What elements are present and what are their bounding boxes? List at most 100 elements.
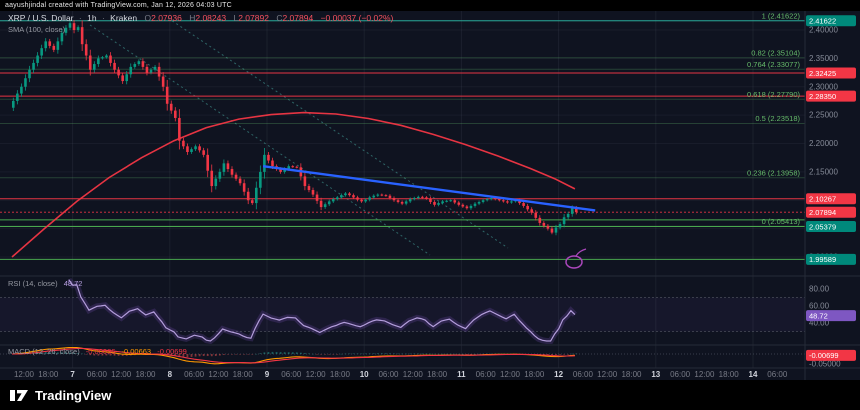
close-label: C — [276, 13, 283, 23]
time-tick-label: 8 — [168, 370, 173, 379]
rsi-tick-label: 60.00 — [809, 302, 830, 311]
interval-label[interactable]: 1h — [87, 13, 97, 23]
macd-signal-value: -0.00699 — [157, 347, 187, 356]
close-value: 2.07894 — [282, 13, 314, 23]
svg-text:2.28350: 2.28350 — [809, 92, 836, 101]
separator: · — [101, 13, 105, 23]
time-tick-label: 18:00 — [524, 370, 545, 379]
svg-text:2.32425: 2.32425 — [809, 69, 836, 78]
time-tick-label: 06:00 — [378, 370, 399, 379]
high-value: 2.08243 — [195, 13, 227, 23]
fib-level-label: 0.236 (2.13958) — [747, 168, 800, 177]
macd-line-value: -0.00663 — [121, 347, 152, 356]
price-axis-badge: 2.41622 — [806, 15, 856, 27]
separator: · — [78, 13, 82, 23]
price-tick-label: 2.25000 — [809, 111, 838, 120]
time-tick-label: 12 — [554, 370, 563, 379]
dotted-trend-guide[interactable] — [167, 17, 509, 249]
tradingview-logo-text: TradingView — [35, 388, 112, 403]
macd-indicator-label[interactable]: MACD (12, 26, close) — [8, 347, 80, 356]
time-tick-label: 06:00 — [281, 370, 302, 379]
exchange-label[interactable]: Kraken — [110, 13, 138, 23]
svg-text:2.41622: 2.41622 — [809, 17, 836, 26]
dotted-trend-guide[interactable] — [89, 24, 431, 256]
price-axis-badge: 1.99589 — [806, 253, 856, 265]
time-tick-label: 12:00 — [208, 370, 229, 379]
symbol-title[interactable]: XRP / U.S. Dollar — [8, 13, 74, 23]
low-label: L — [233, 13, 239, 23]
time-tick-label: 06:00 — [573, 370, 594, 379]
rsi-line[interactable] — [68, 279, 576, 342]
arrow-annotation[interactable] — [575, 248, 587, 257]
rsi-tick-label: 80.00 — [809, 285, 830, 294]
time-tick-label: 06:00 — [476, 370, 497, 379]
change-value: −0.00037 (−0.02%) — [320, 13, 394, 23]
price-axis-badge: 2.07894 — [806, 206, 856, 218]
grid — [0, 11, 805, 368]
price-tick-label: 2.35000 — [809, 54, 838, 63]
time-tick-label: 06:00 — [670, 370, 691, 379]
fib-level-label: 1 (2.41622) — [762, 11, 801, 20]
sma-100-line[interactable] — [11, 111, 576, 258]
price-axis-badge: 2.32425 — [806, 67, 856, 79]
svg-text:1.99589: 1.99589 — [809, 255, 836, 264]
macd-tick-label: -0.05000 — [809, 360, 841, 369]
time-tick-label: 18:00 — [135, 370, 156, 379]
tradingview-logo-icon — [10, 390, 28, 401]
attribution-bar: aayushjindal created with TradingView.co… — [0, 0, 860, 11]
macd-indicator-row: MACD (12, 26, close) -0.00036 -0.00663 -… — [8, 347, 187, 356]
time-tick-label: 13 — [651, 370, 660, 379]
time-tick-label: 12:00 — [306, 370, 327, 379]
rsi-tick-label: 40.00 — [809, 319, 830, 328]
time-tick-label: 12:00 — [14, 370, 35, 379]
ellipse-annotation[interactable] — [565, 255, 583, 269]
svg-text:2.05379: 2.05379 — [809, 222, 836, 231]
svg-text:48.72: 48.72 — [809, 311, 828, 320]
sma-indicator-label[interactable]: SMA (100, close) — [8, 25, 66, 34]
price-axis-badge: 48.72 — [806, 310, 856, 322]
time-tick-label: 12:00 — [500, 370, 521, 379]
macd-series[interactable] — [11, 346, 578, 365]
fib-level-label: 0 (2.05413) — [762, 217, 801, 226]
rsi-indicator-row: RSI (14, close) 48.72 — [8, 279, 82, 288]
fib-level-label: 0.82 (2.35104) — [751, 48, 800, 57]
time-tick-label: 18:00 — [427, 370, 448, 379]
time-tick-label: 7 — [70, 370, 75, 379]
candlestick-series[interactable] — [12, 19, 578, 236]
time-tick-label: 10 — [360, 370, 369, 379]
price-axis-badge: 2.10267 — [806, 193, 856, 205]
svg-text:-0.00699: -0.00699 — [809, 351, 839, 360]
time-tick-label: 12:00 — [111, 370, 132, 379]
price-tick-label: 2.20000 — [809, 139, 838, 148]
time-tick-label: 06:00 — [767, 370, 788, 379]
fib-level-label: 0.618 (2.27790) — [747, 90, 800, 99]
price-tick-label: 2.40000 — [809, 26, 838, 35]
svg-text:2.07894: 2.07894 — [809, 208, 836, 217]
tradingview-logo[interactable]: TradingView — [10, 387, 111, 404]
fib-level-label: 0.764 (2.33077) — [747, 60, 800, 69]
open-label: O — [144, 13, 152, 23]
time-tick-label: 12:00 — [597, 370, 618, 379]
time-tick-label: 18:00 — [621, 370, 642, 379]
time-tick-label: 11 — [457, 370, 466, 379]
svg-text:2.10267: 2.10267 — [809, 195, 836, 204]
price-axis-badge: -0.00699 — [806, 349, 856, 361]
bottom-bar — [0, 380, 860, 410]
rsi-value: 48.72 — [63, 279, 83, 288]
time-tick-label: 18:00 — [719, 370, 740, 379]
price-tick-label: 2.30000 — [809, 82, 838, 91]
time-tick-label: 12:00 — [403, 370, 424, 379]
time-tick-label: 18:00 — [330, 370, 351, 379]
low-value: 2.07892 — [238, 13, 269, 23]
time-tick-label: 06:00 — [87, 370, 108, 379]
macd-histogram-value: -0.00036 — [85, 347, 116, 356]
time-tick-label: 9 — [265, 370, 270, 379]
rsi-indicator-label[interactable]: RSI (14, close) — [8, 279, 58, 288]
open-value: 2.07936 — [151, 13, 182, 23]
price-axis-badge: 2.28350 — [806, 90, 856, 102]
high-label: H — [189, 13, 196, 23]
descending-trendline[interactable] — [262, 165, 596, 212]
time-tick-label: 12:00 — [694, 370, 715, 379]
